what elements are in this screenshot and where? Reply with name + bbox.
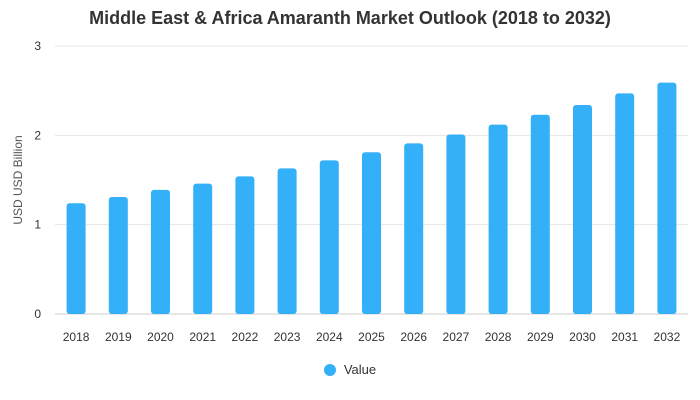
- legend: Value: [0, 362, 700, 379]
- legend-marker: [323, 363, 336, 376]
- bar-2018[interactable]: 2018: 1.24: [66, 203, 86, 314]
- x-tick-label-2027: 2027: [443, 330, 470, 344]
- x-tick-label-2018: 2018: [63, 330, 90, 344]
- x-tick-label-2026: 2026: [400, 330, 427, 344]
- y-tick-label-0: 0: [34, 307, 41, 321]
- legend-label: Value: [343, 362, 377, 377]
- x-tick-label-2024: 2024: [316, 330, 343, 344]
- bar-2028[interactable]: 2028: 2.12: [488, 124, 508, 314]
- bar-2029[interactable]: 2029: 2.23: [530, 114, 550, 314]
- bar-2020[interactable]: 2020: 1.39: [151, 189, 170, 314]
- x-tick-label-2019: 2019: [105, 330, 132, 344]
- bar-2023[interactable]: 2023: 1.63: [277, 168, 297, 314]
- x-tick-label-2025: 2025: [358, 330, 385, 344]
- x-tick-label-2023: 2023: [274, 330, 301, 344]
- bar-2031[interactable]: 2031: 2.47: [615, 93, 635, 314]
- bar-2022[interactable]: 2022: 1.54: [235, 176, 255, 314]
- bar-2019[interactable]: 2019: 1.31: [108, 196, 128, 314]
- y-axis-title: USD USD Billion: [11, 135, 25, 224]
- x-tick-label-2021: 2021: [189, 330, 216, 344]
- x-tick-label-2029: 2029: [527, 330, 554, 344]
- y-tick-label-2: 2: [34, 128, 41, 142]
- bar-2027[interactable]: 2027: 2.01: [446, 134, 466, 314]
- x-tick-label-2028: 2028: [485, 330, 512, 344]
- legend-item-value[interactable]: Value: [323, 362, 377, 377]
- y-tick-label-1: 1: [34, 218, 41, 232]
- bar-2030[interactable]: 2030: 2.34: [573, 104, 592, 315]
- bar-2025[interactable]: 2025: 1.81: [362, 152, 381, 314]
- bar-2026[interactable]: 2026: 1.91: [404, 143, 424, 314]
- x-tick-label-2032: 2032: [654, 330, 681, 344]
- x-tick-label-2031: 2031: [611, 330, 638, 344]
- y-tick-label-3: 3: [34, 39, 41, 53]
- x-tick-label-2022: 2022: [232, 330, 259, 344]
- bar-2024[interactable]: 2024: 1.72: [319, 160, 339, 314]
- x-tick-label-2030: 2030: [569, 330, 596, 344]
- bar-2021[interactable]: 2021: 1.46: [193, 183, 213, 314]
- chart-title: Middle East & Africa Amaranth Market Out…: [89, 8, 611, 28]
- x-tick-label-2020: 2020: [147, 330, 174, 344]
- bar-2032[interactable]: 2032: 2.59: [657, 82, 677, 314]
